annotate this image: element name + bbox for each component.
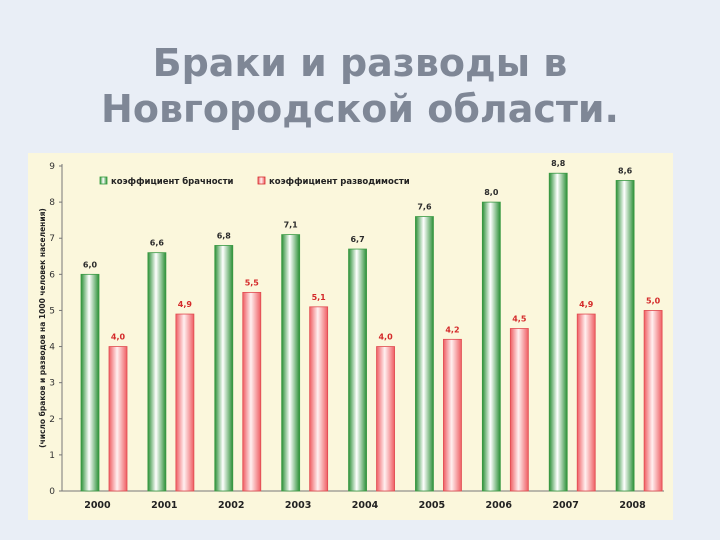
bar-divorce-2007 <box>576 313 596 492</box>
x-tick-label-2005: 2005 <box>419 500 445 511</box>
y-tick-label: 3 <box>49 379 55 389</box>
x-tick-label-2002: 2002 <box>218 500 244 511</box>
bar-divorce-2003 <box>309 306 329 492</box>
y-tick-label: 2 <box>49 415 55 425</box>
data-label-divorce-2004: 4,0 <box>378 333 393 342</box>
bar-marriage-2000 <box>80 273 100 492</box>
bar-divorce-2005 <box>443 338 462 492</box>
data-label-divorce-2002: 5,5 <box>245 278 260 287</box>
bar-divorce-2000 <box>108 346 128 492</box>
data-label-divorce-2007: 4,9 <box>579 300 594 309</box>
x-tick-label-2004: 2004 <box>352 500 379 511</box>
bar-marriage-2003 <box>281 234 301 492</box>
y-tick-label: 4 <box>49 343 55 353</box>
data-label-divorce-2005: 4,2 <box>445 325 459 334</box>
data-label-divorce-2003: 5,1 <box>312 293 327 302</box>
slide-title: Браки и разводы в Новгородской области. <box>0 40 720 132</box>
y-axis-title: (число браков и разводов на 1000 человек… <box>38 208 47 448</box>
data-label-divorce-2001: 4,9 <box>178 300 193 309</box>
legend-swatch-divorce <box>257 176 266 185</box>
bar-divorce-2004 <box>376 346 395 492</box>
data-label-divorce-2000: 4,0 <box>111 333 126 342</box>
y-tick-label: 1 <box>49 451 55 461</box>
bar-marriage-2002 <box>214 245 234 492</box>
x-tick-label-2007: 2007 <box>552 500 578 511</box>
bar-chart: 0 1 2 3 4 5 6 7 8 9 (число браков и разводов на 10… <box>38 159 664 511</box>
y-tick-label: 7 <box>49 234 55 244</box>
data-label-marriage-2006: 8,0 <box>484 188 499 197</box>
bar-marriage-2007 <box>548 172 568 492</box>
data-label-marriage-2003: 7,1 <box>284 221 299 230</box>
chart-panel: 0 1 2 3 4 5 6 7 8 9 (число браков и разводов на 10… <box>28 153 673 520</box>
slide-title-line-2: Новгородской области. <box>101 87 619 131</box>
data-label-marriage-2008: 8,6 <box>618 166 633 175</box>
legend-label-divorce: коэффициент разводимости <box>269 177 410 187</box>
y-tick-label: 5 <box>49 306 55 316</box>
data-label-marriage-2005: 7,6 <box>417 203 432 212</box>
x-tick-label-2000: 2000 <box>84 500 111 511</box>
bar-marriage-2004 <box>348 248 367 492</box>
bar-marriage-2008 <box>615 180 635 492</box>
bar-divorce-2002 <box>242 291 262 492</box>
y-tick-label: 0 <box>49 487 55 497</box>
data-label-divorce-2008: 5,0 <box>646 296 661 305</box>
bar-divorce-2006 <box>509 328 529 492</box>
x-tick-label-2006: 2006 <box>486 500 513 511</box>
x-tick-label-2003: 2003 <box>285 500 311 511</box>
legend-swatch-marriage <box>99 176 108 185</box>
bar-divorce-2008 <box>643 310 663 492</box>
data-label-divorce-2006: 4,5 <box>512 315 527 324</box>
data-label-marriage-2007: 8,8 <box>551 159 566 168</box>
data-label-marriage-2004: 6,7 <box>350 235 364 244</box>
legend-label-marriage: коэффициент брачности <box>111 176 234 187</box>
bar-divorce-2001 <box>175 313 195 492</box>
data-label-marriage-2001: 6,6 <box>150 239 165 248</box>
bar-marriage-2005 <box>415 216 434 492</box>
y-tick-label: 9 <box>49 162 55 172</box>
data-label-marriage-2002: 6,8 <box>217 231 232 240</box>
y-tick-label: 6 <box>49 270 55 280</box>
x-tick-label-2001: 2001 <box>151 500 177 511</box>
bar-marriage-2001 <box>147 252 167 492</box>
y-tick-label: 8 <box>49 198 55 208</box>
slide-title-line-1: Браки и разводы в <box>152 41 568 85</box>
data-label-marriage-2000: 6,0 <box>83 260 98 269</box>
x-tick-label-2008: 2008 <box>619 500 646 511</box>
bar-marriage-2006 <box>481 201 501 492</box>
